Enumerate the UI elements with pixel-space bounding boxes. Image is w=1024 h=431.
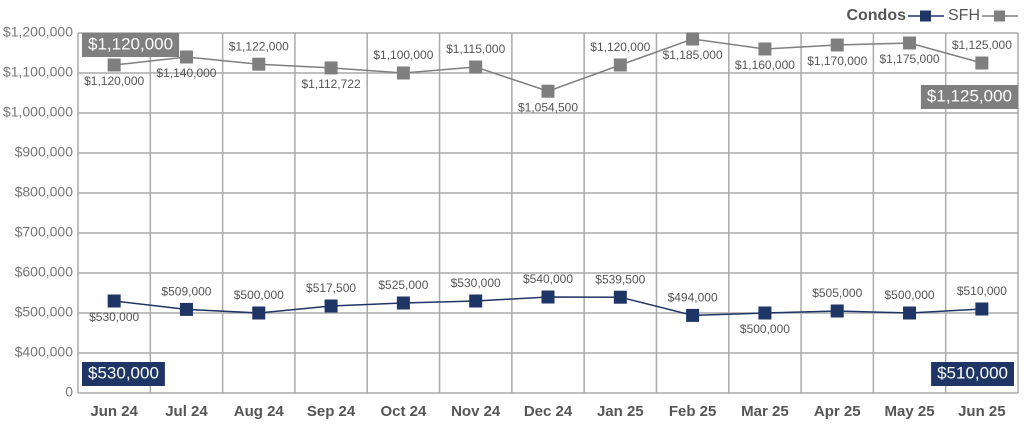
data-label: $1,125,000 [952,38,1012,52]
data-point [324,299,338,313]
value-badge: $1,120,000 [82,33,180,57]
data-label: $505,000 [812,286,862,300]
y-tick-label: $400,000 [15,344,74,360]
y-tick-label: $700,000 [15,224,74,240]
y-tick-label: $800,000 [15,184,74,200]
x-tick-label: Dec 24 [524,403,573,420]
data-point [613,58,627,72]
badge-text: $530,000 [88,363,159,382]
data-label: $1,122,000 [229,39,289,53]
data-label: $1,120,000 [84,74,144,88]
data-point [107,58,121,72]
badge-text: $510,000 [937,363,1008,382]
data-point [469,60,483,74]
data-point [541,84,555,98]
data-label: $494,000 [668,291,718,305]
legend-marker [920,10,931,22]
value-badge: $510,000 [931,362,1014,386]
data-label: $1,115,000 [446,42,505,56]
data-point [903,306,917,320]
x-tick-label: Apr 25 [814,403,861,420]
x-tick-label: Oct 24 [380,403,427,420]
data-label: $500,000 [885,288,935,302]
data-label: $1,160,000 [735,58,795,72]
x-tick-label: May 25 [885,403,935,420]
data-label: $540,000 [523,272,573,286]
data-label: $1,170,000 [807,54,867,68]
data-point [252,306,266,320]
data-point [613,290,627,304]
data-point [324,61,338,75]
data-label: $1,112,722 [301,77,360,91]
data-point [903,36,917,50]
value-badge: $1,125,000 [920,85,1018,109]
legend-label: SFH [948,7,980,24]
data-point [396,66,410,80]
x-tick-label: Aug 24 [234,403,285,420]
x-tick-label: Jun 24 [90,403,138,420]
x-tick-label: Jun 25 [958,403,1006,420]
data-point [758,42,772,56]
badge-box [82,362,165,386]
badge-box [82,33,180,57]
data-point [830,304,844,318]
y-tick-label: $1,000,000 [3,104,73,120]
y-tick-label: 0 [65,384,73,400]
data-label: $530,000 [451,276,501,290]
data-label: $525,000 [378,278,428,292]
data-label: $1,175,000 [880,52,940,66]
data-label: $1,100,000 [373,48,433,62]
value-badge: $530,000 [82,362,165,386]
data-label: $509,000 [161,285,211,299]
y-tick-label: $600,000 [15,264,74,280]
y-tick-label: $1,100,000 [3,64,73,80]
y-tick-label: $900,000 [15,144,74,160]
data-point [686,308,700,322]
data-label: $500,000 [234,288,284,302]
x-tick-label: Feb 25 [669,403,717,420]
data-point [179,302,193,316]
data-label: $500,000 [740,322,790,336]
badge-text: $1,125,000 [927,86,1012,105]
data-label: $530,000 [89,310,139,324]
x-tick-label: Sep 24 [307,403,356,420]
x-tick-label: Jul 24 [165,403,208,420]
data-point [469,294,483,308]
data-point [975,302,989,316]
data-label: $539,500 [595,272,645,286]
badge-box [920,85,1018,109]
legend-marker [994,10,1005,22]
data-label: $1,140,000 [156,66,216,80]
data-label: $517,500 [306,281,356,295]
data-label: $1,120,000 [590,40,650,54]
data-point [252,57,266,71]
data-point [975,56,989,70]
data-label: $1,185,000 [663,48,723,62]
data-point [179,50,193,64]
x-tick-label: Jan 25 [597,403,644,420]
badge-box [931,362,1014,386]
y-tick-label: $500,000 [15,304,74,320]
data-point [107,294,121,308]
y-tick-label: $1,200,000 [3,24,73,40]
legend-label: Condos [846,7,906,24]
data-point [830,38,844,52]
data-point [758,306,772,320]
badge-text: $1,120,000 [88,34,173,53]
data-label: $510,000 [957,284,1007,298]
x-tick-label: Nov 24 [451,403,501,420]
data-label: $1,054,500 [518,100,578,114]
data-point [686,32,700,46]
x-tick-label: Mar 25 [741,403,789,420]
data-point [541,290,555,304]
data-point [396,296,410,310]
